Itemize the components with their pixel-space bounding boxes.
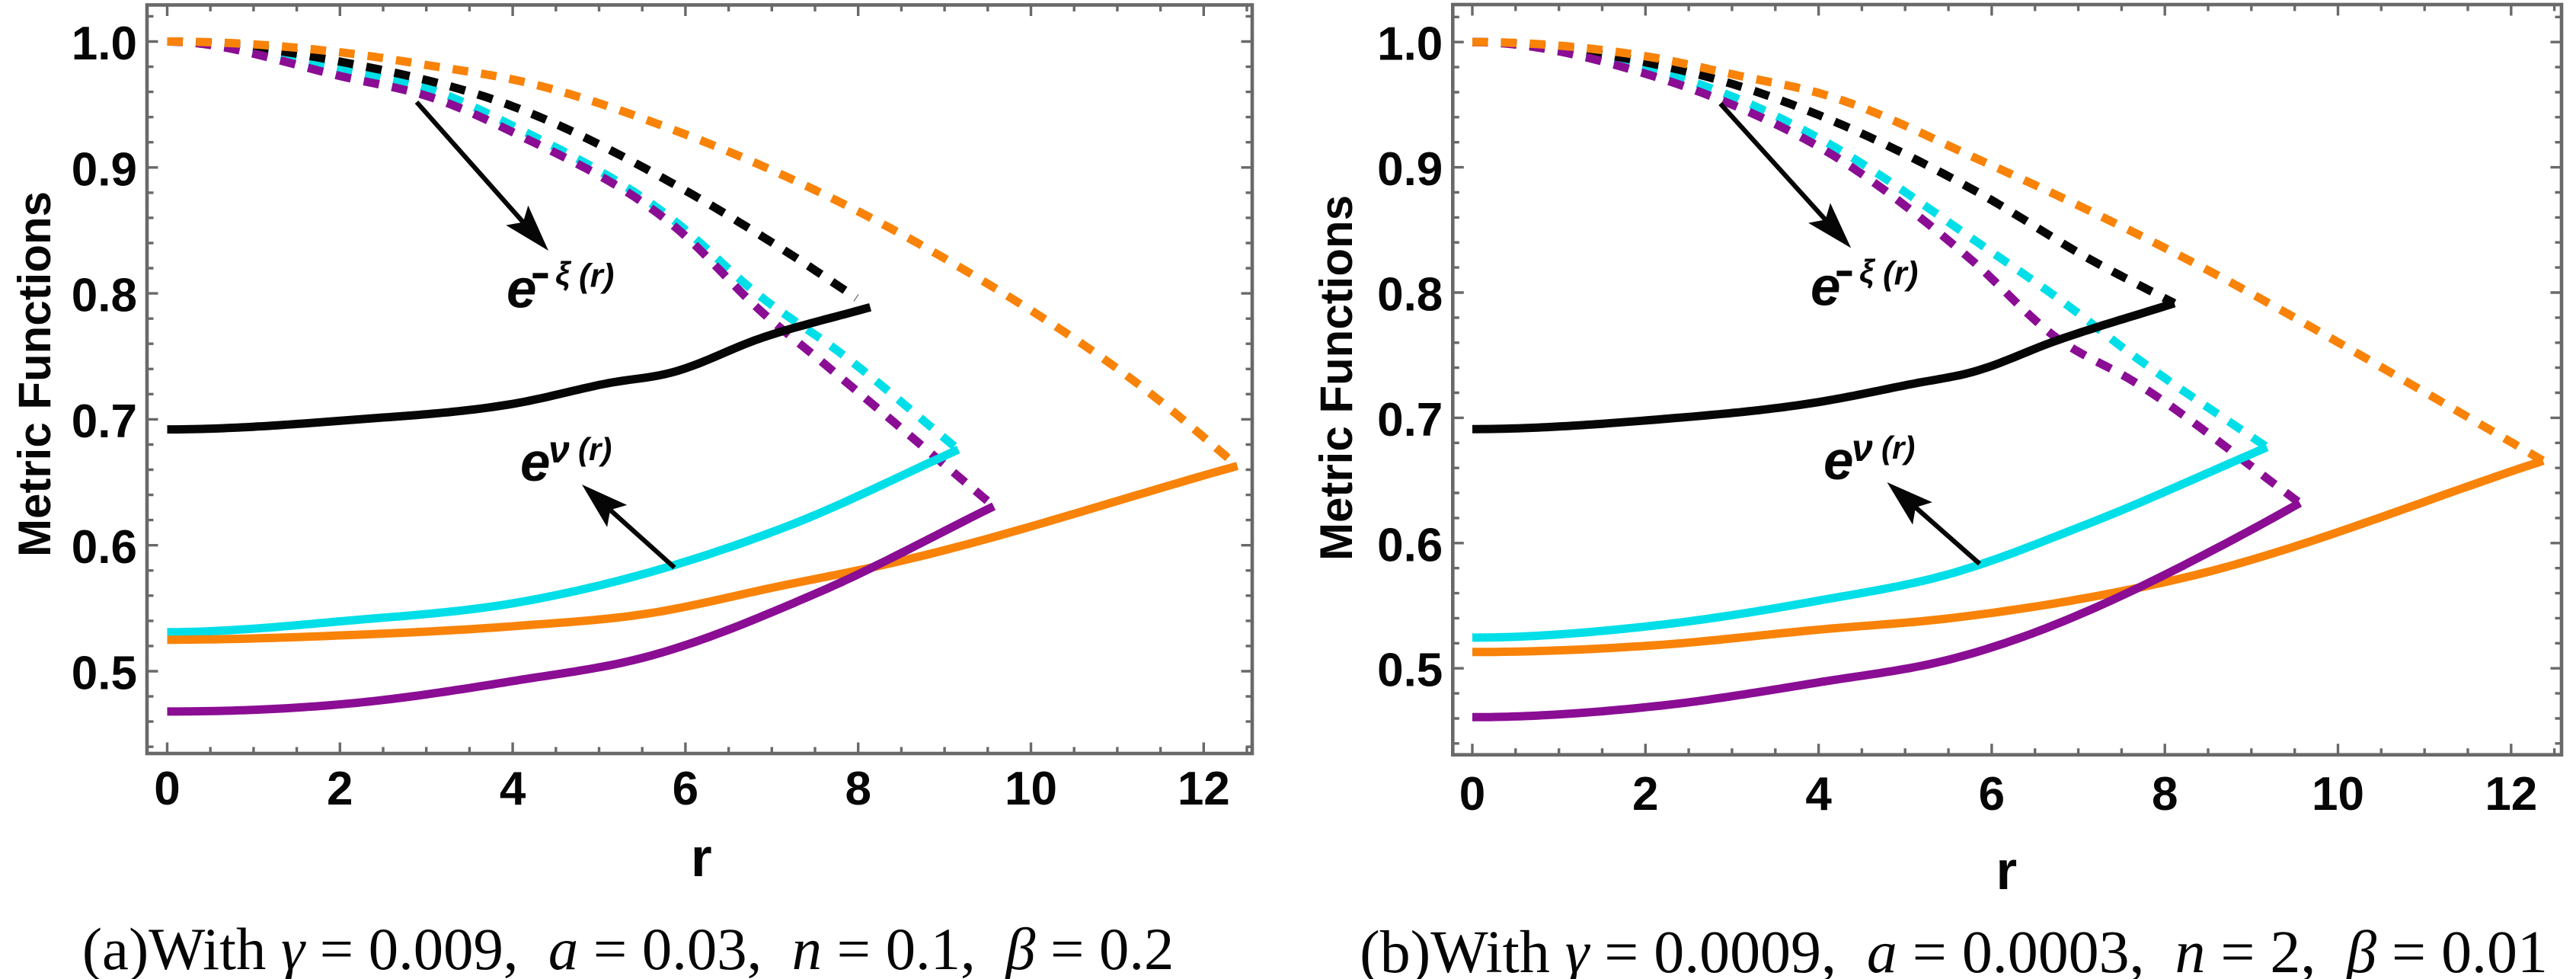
svg-text:ξ: ξ — [1859, 254, 1876, 290]
svg-text:(r): (r) — [579, 258, 614, 295]
svg-text:4: 4 — [500, 763, 526, 815]
svg-text:r: r — [691, 828, 712, 888]
svg-text:10: 10 — [2312, 768, 2364, 821]
svg-text:0.7: 0.7 — [72, 395, 137, 448]
svg-text:0.7: 0.7 — [1377, 394, 1443, 446]
svg-text:Metric Functions: Metric Functions — [1311, 195, 1362, 561]
svg-text:0.6: 0.6 — [72, 521, 137, 574]
svg-text:0.8: 0.8 — [1377, 269, 1443, 322]
svg-text:(r): (r) — [1881, 430, 1915, 466]
svg-text:8: 8 — [845, 763, 871, 815]
svg-text:0.6: 0.6 — [1377, 519, 1443, 571]
svg-text:12: 12 — [1178, 763, 1230, 815]
svg-text:e: e — [1823, 431, 1854, 491]
svg-text:1.0: 1.0 — [1377, 18, 1443, 71]
svg-text:8: 8 — [2152, 768, 2178, 821]
svg-text:10: 10 — [1005, 763, 1057, 815]
svg-text:(a)With γ = 0.009, a = 0.03,: (a)With γ = 0.009, a = 0.03, n = 0.1, β … — [82, 917, 1175, 979]
svg-text:0.9: 0.9 — [1377, 143, 1443, 196]
svg-text:(r): (r) — [578, 431, 612, 467]
svg-text:6: 6 — [673, 763, 698, 815]
svg-text:(b)With γ = 0.0009, a = 0.000: (b)With γ = 0.0009, a = 0.0003, n = 2, β… — [1360, 919, 2548, 979]
svg-text:12: 12 — [2485, 768, 2537, 821]
svg-text:0.5: 0.5 — [1377, 645, 1443, 697]
svg-text:2: 2 — [327, 763, 353, 815]
svg-text:Metric Functions: Metric Functions — [9, 191, 60, 557]
svg-text:r: r — [1996, 841, 2017, 901]
svg-text:0: 0 — [154, 763, 180, 815]
svg-text:2: 2 — [1632, 768, 1658, 821]
svg-text:4: 4 — [1805, 768, 1832, 821]
svg-text:1.0: 1.0 — [72, 18, 137, 70]
svg-text:0.5: 0.5 — [72, 648, 137, 700]
svg-text:0.9: 0.9 — [72, 143, 137, 196]
svg-text:ξ: ξ — [555, 256, 572, 293]
svg-text:0: 0 — [1459, 768, 1485, 821]
svg-text:ν: ν — [548, 428, 570, 471]
svg-text:ν: ν — [1852, 427, 1873, 469]
svg-text:(r): (r) — [1883, 255, 1918, 293]
svg-text:e: e — [1811, 258, 1841, 318]
svg-text:0.8: 0.8 — [72, 270, 137, 322]
svg-text:e: e — [507, 260, 537, 320]
svg-text:e: e — [520, 433, 551, 493]
svg-text:6: 6 — [1979, 768, 2005, 821]
